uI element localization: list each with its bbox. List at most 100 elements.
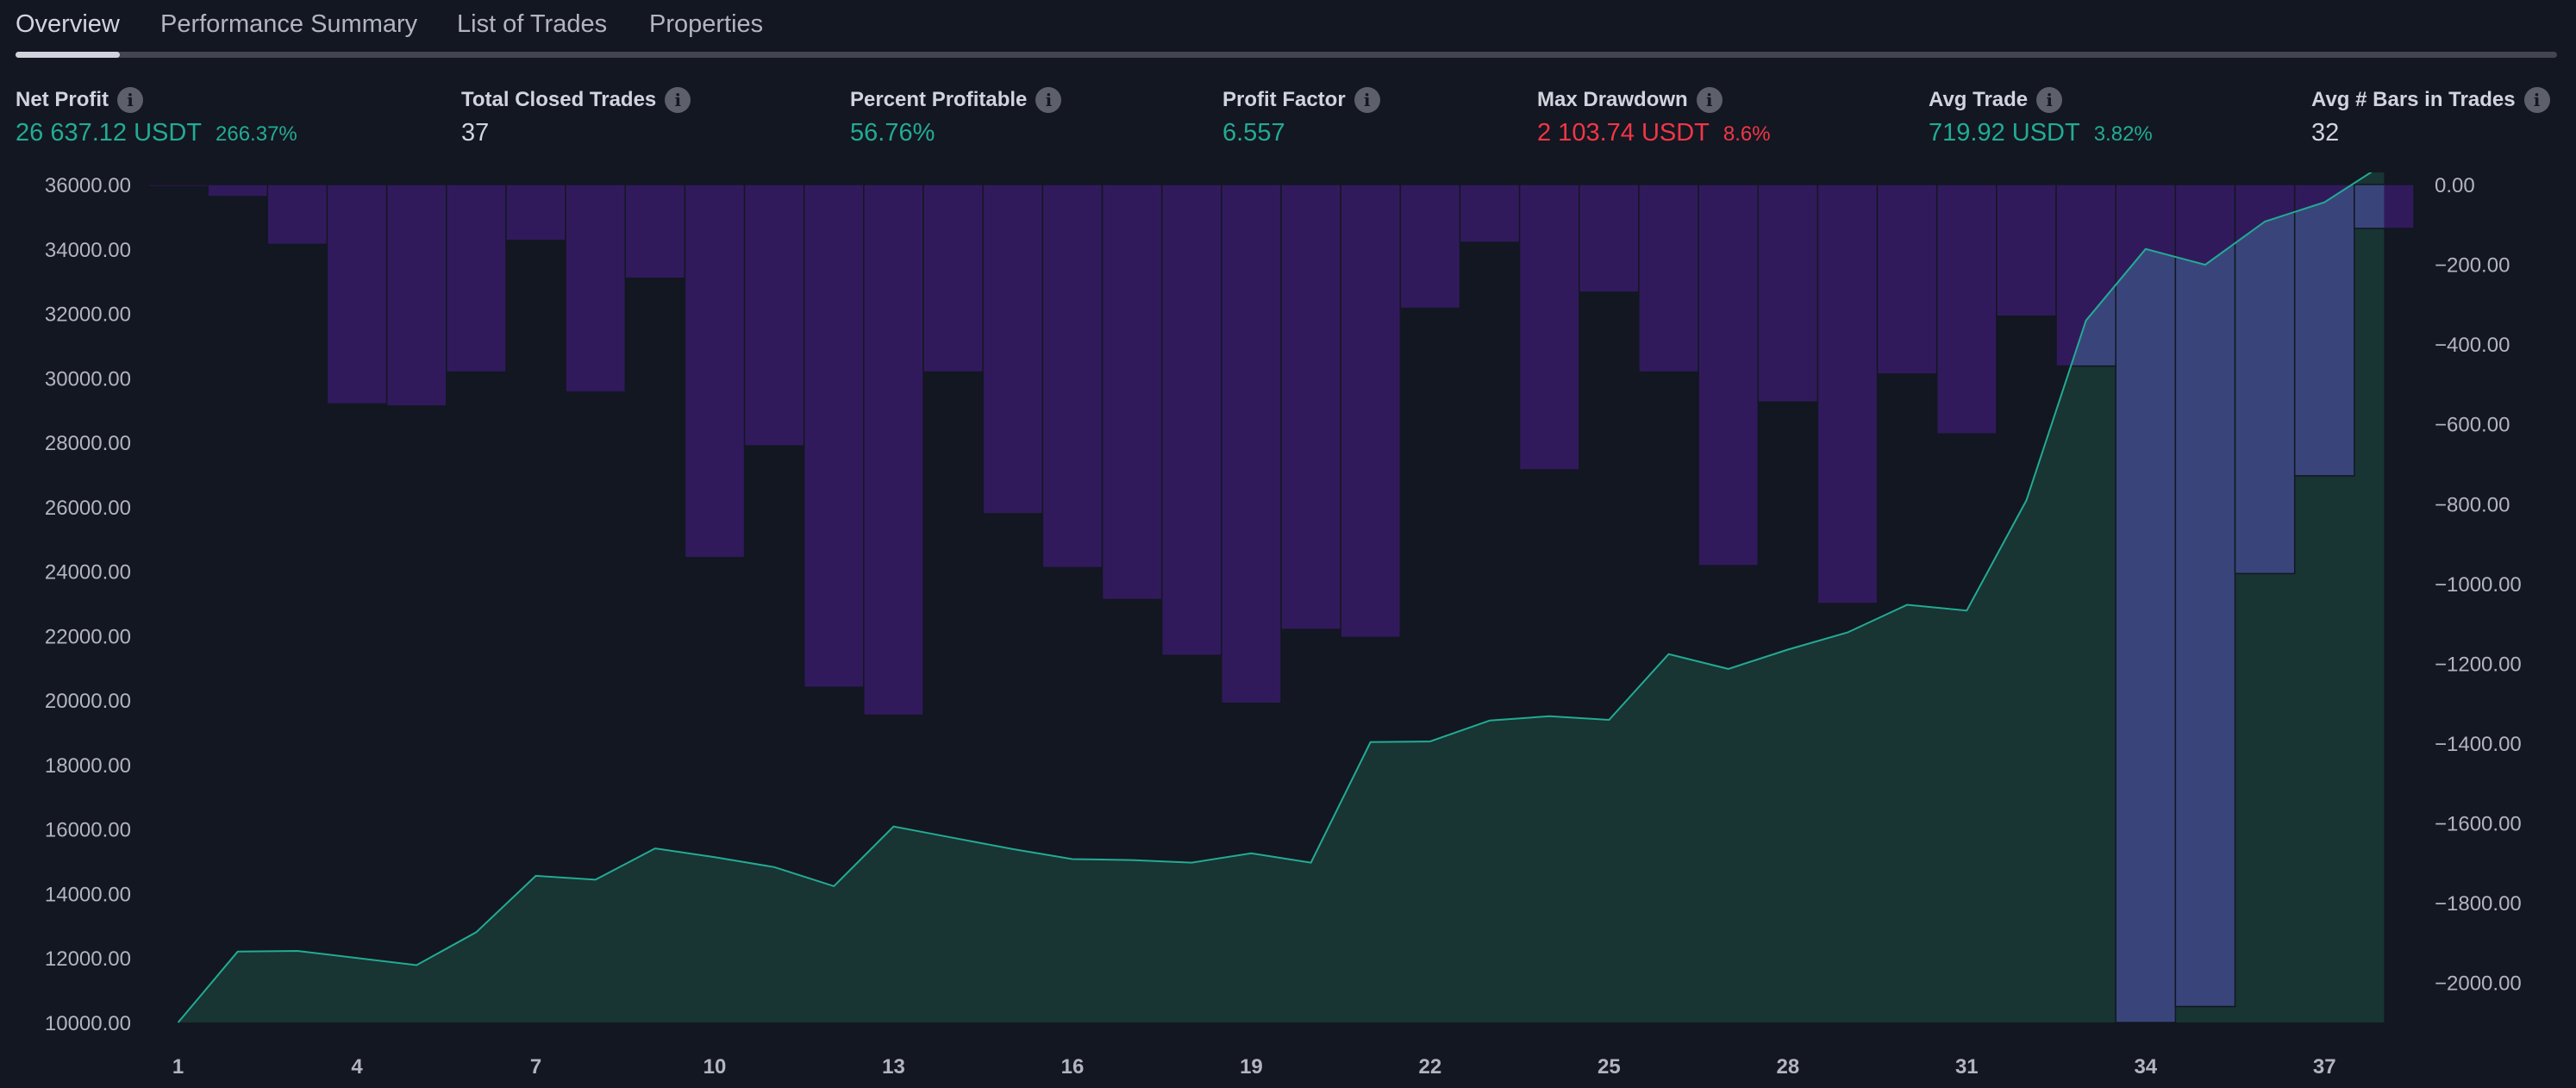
drawdown-bar — [684, 184, 746, 559]
info-icon[interactable]: i — [2036, 87, 2063, 113]
drawdown-bar — [147, 184, 209, 188]
drawdown-bar — [505, 184, 566, 241]
drawdown-bar — [1757, 184, 1819, 403]
x-axis-tick-label: 13 — [882, 1055, 905, 1079]
max-drawdown-percent: 8.6% — [1723, 122, 1771, 146]
drawdown-bar — [446, 184, 507, 373]
left-axis: 36000.00 34000.00 32000.00 30000.00 28000.00… — [45, 174, 131, 1035]
right-axis-tick-label: −1200.00 — [2435, 653, 2522, 676]
x-axis-tick-label: 22 — [1419, 1055, 1442, 1079]
drawdown-bar — [1518, 184, 1580, 471]
drawdown-bar — [982, 184, 1044, 515]
x-axis-tick-label: 34 — [2134, 1055, 2157, 1079]
info-icon[interactable]: i — [117, 87, 143, 113]
drawdown-bar — [1280, 184, 1341, 630]
metric-title: Avg Trade — [1929, 88, 2029, 111]
drawdown-bar-overlap — [2234, 184, 2296, 575]
left-axis-tick-label: 30000.00 — [45, 367, 131, 391]
drawdown-bar-overlap — [2354, 184, 2385, 229]
left-axis-tick-label: 32000.00 — [45, 303, 131, 327]
x-axis-tick-label: 28 — [1776, 1055, 1799, 1079]
info-icon[interactable]: i — [1354, 87, 1380, 113]
drawdown-bar — [1221, 184, 1282, 704]
metric-title: Total Closed Trades — [461, 88, 657, 111]
percent-profitable-value: 56.76% — [850, 119, 935, 147]
right-axis-tick-label: −600.00 — [2435, 414, 2510, 437]
total-closed-trades-value: 37 — [461, 119, 490, 147]
metric-total-closed-trades: Total Closed Trades i 37 — [461, 83, 691, 147]
metric-max-drawdown: Max Drawdown i 2 103.74 USDT 8.6% — [1537, 83, 1771, 147]
left-axis-tick-label: 18000.00 — [45, 754, 131, 778]
left-axis-tick-label: 14000.00 — [45, 883, 131, 906]
drawdown-bar — [1996, 184, 2057, 317]
drawdown-bar — [803, 184, 865, 688]
drawdown-bar — [743, 184, 805, 447]
left-axis-tick-label: 24000.00 — [45, 561, 131, 585]
drawdown-bar-overlap — [2174, 184, 2236, 1008]
drawdown-bar — [385, 184, 447, 407]
info-icon[interactable]: i — [2523, 87, 2550, 113]
drawdown-bar — [624, 184, 686, 279]
info-icon[interactable]: i — [665, 87, 691, 113]
metric-title: Max Drawdown — [1537, 88, 1688, 111]
drawdown-bar — [207, 184, 269, 197]
x-axis-tick-label: 37 — [2313, 1055, 2336, 1079]
profit-factor-value: 6.557 — [1222, 119, 1285, 147]
drawdown-bar — [1579, 184, 1640, 293]
drawdown-bar — [1876, 184, 1938, 375]
tab-active-indicator — [16, 52, 120, 58]
left-axis-tick-label: 12000.00 — [45, 947, 131, 971]
right-axis-tick-label: −1400.00 — [2435, 733, 2522, 756]
metric-title: Net Profit — [16, 88, 109, 111]
drawdown-bar — [1399, 184, 1461, 310]
left-axis-tick-label: 34000.00 — [45, 239, 131, 262]
right-axis-tick-label: −2000.00 — [2435, 972, 2522, 996]
metric-avg-bars: Avg # Bars in Trades i 32 — [2311, 83, 2550, 147]
right-axis-tick-label: −1800.00 — [2435, 892, 2522, 916]
drawdown-bar — [326, 184, 388, 405]
right-axis: 0.00 −200.00 −400.00 −600.00 −800.00 −1000.00… — [2435, 174, 2522, 996]
drawdown-bar — [1935, 184, 1998, 435]
drawdown-bar-overlap — [2115, 184, 2177, 1023]
equity-area — [178, 172, 2385, 1022]
x-axis-tick-label: 4 — [351, 1055, 363, 1079]
avg-bars-value: 32 — [2311, 119, 2340, 147]
avg-trade-percent: 3.82% — [2093, 122, 2153, 146]
metric-title: Avg # Bars in Trades — [2311, 88, 2516, 111]
left-axis-tick-label: 16000.00 — [45, 819, 131, 842]
max-drawdown-value: 2 103.74 USDT — [1537, 119, 1710, 147]
tab-list-of-trades[interactable]: List of Trades — [457, 10, 608, 38]
right-axis-tick-label: −800.00 — [2435, 493, 2510, 516]
left-axis-tick-label: 20000.00 — [45, 690, 131, 713]
drawdown-bar — [565, 184, 627, 393]
tab-properties[interactable]: Properties — [649, 10, 764, 38]
metric-avg-trade: Avg Trade i 719.92 USDT 3.82% — [1929, 83, 2153, 147]
tab-overview[interactable]: Overview — [16, 10, 120, 38]
drawdown-bar — [1459, 184, 1521, 243]
right-axis-tick-label: −1600.00 — [2435, 813, 2522, 836]
metric-profit-factor: Profit Factor i 6.557 — [1222, 83, 1380, 147]
equity-drawdown-chart[interactable]: 36000.00 34000.00 32000.00 30000.00 28000.00… — [0, 172, 2576, 1088]
metric-net-profit: Net Profit i 26 637.12 USDT 266.37% — [16, 83, 297, 147]
metric-title: Percent Profitable — [850, 88, 1028, 111]
tab-bar: Overview Performance Summary List of Tra… — [0, 0, 2576, 62]
left-axis-tick-label: 28000.00 — [45, 432, 131, 455]
drawdown-bar — [1340, 184, 1402, 639]
drawdown-bar — [266, 184, 328, 246]
info-icon[interactable]: i — [1696, 87, 1723, 113]
drawdown-bar — [922, 184, 984, 373]
left-axis-tick-label: 26000.00 — [45, 497, 131, 520]
left-axis-tick-label: 10000.00 — [45, 1012, 131, 1035]
info-icon[interactable]: i — [1035, 87, 1062, 113]
equity-line — [177, 172, 2373, 1023]
right-axis-tick-label: 0.00 — [2435, 174, 2475, 197]
tab-scrollbar-track[interactable] — [16, 52, 2557, 58]
drawdown-bar — [1816, 184, 1879, 604]
x-axis-tick-label: 16 — [1061, 1055, 1085, 1079]
right-axis-tick-label: −1000.00 — [2435, 573, 2522, 597]
drawdown-bar-overlap — [2293, 184, 2355, 477]
drawdown-bar — [1698, 184, 1760, 566]
x-axis-tick-label: 31 — [1955, 1055, 1979, 1079]
tab-performance-summary[interactable]: Performance Summary — [160, 10, 418, 38]
x-axis-tick-label: 25 — [1597, 1055, 1621, 1079]
